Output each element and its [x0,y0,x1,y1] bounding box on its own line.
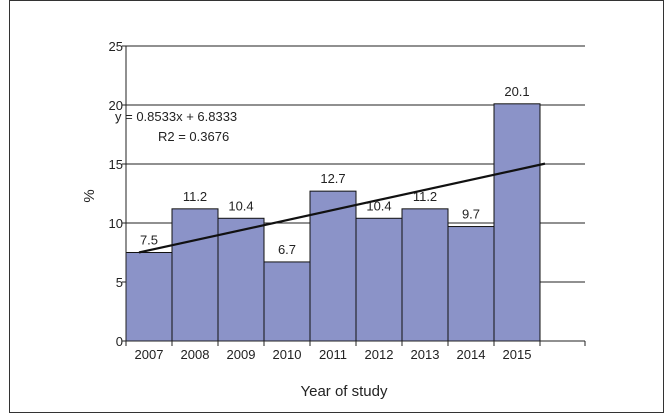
y-tick-labels: 0 5 10 15 20 25 [109,39,123,349]
bar-2007 [125,252,173,342]
trendline-r2: R2 = 0.3676 [158,129,229,144]
trendline-equation: y = 0.8533x + 6.8333 [115,109,237,124]
x-tick-2008: 2008 [181,347,210,362]
x-tick-2014: 2014 [457,347,486,362]
y-tick-0: 0 [116,334,123,349]
x-tick-2012: 2012 [365,347,394,362]
y-axis-title: % [81,189,98,202]
x-tick-2015: 2015 [503,347,532,362]
bar-2008 [171,208,219,342]
y-tick-25: 25 [109,39,123,54]
y-tick-5: 5 [116,275,123,290]
y-tick-10: 10 [109,216,123,231]
y-tick-20: 20 [109,98,123,113]
bar-2011 [309,190,357,342]
bars [125,103,541,342]
axes [122,45,586,346]
x-tick-2011: 2011 [319,347,347,362]
data-label-2011: 12.7 [320,171,345,186]
data-label-2013: 11.2 [413,189,437,204]
x-axis-title: Year of study [300,383,388,400]
bar-2014 [447,226,495,342]
data-label-2007: 7.5 [140,233,158,248]
data-label-2008: 11.2 [183,189,207,204]
y-tick-15: 15 [109,157,123,172]
bar-2012 [355,217,403,342]
data-label-2009: 10.4 [228,198,253,213]
x-tick-2009: 2009 [227,347,256,362]
trendline-group [138,162,546,254]
data-label-2015: 20.1 [504,84,529,99]
bar-2013 [401,208,449,342]
x-tick-2013: 2013 [411,347,440,362]
x-tick-2007: 2007 [135,347,164,362]
trendline [138,162,546,254]
data-label-2010: 6.7 [278,242,296,257]
bar-2009 [217,217,265,342]
bar-2015 [493,103,541,342]
data-label-2014: 9.7 [462,207,480,222]
x-tick-labels: 2007 2008 2009 2010 2011 2012 2013 2014 2015 [135,347,532,362]
x-tick-2010: 2010 [273,347,302,362]
bar-2010 [263,261,311,342]
